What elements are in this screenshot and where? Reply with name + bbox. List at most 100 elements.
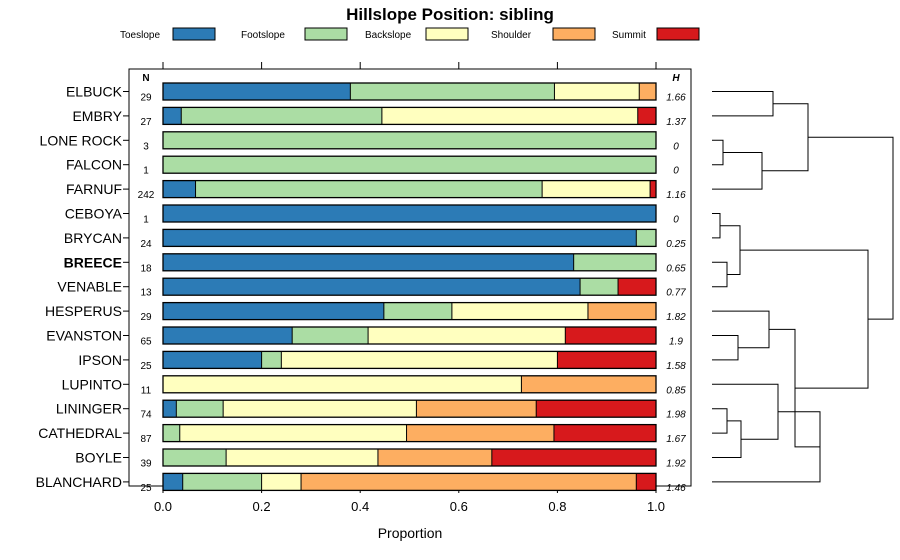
h-value-farnuf: 1.16 [666,190,686,201]
n-value-venable: 13 [140,288,152,299]
bar-segment-footslope-ipson [261,351,282,369]
dendrogram-branch [740,249,869,389]
h-value-breece: 0.65 [666,263,686,274]
bar-segment-backslope-elbuck [554,83,640,100]
dendrogram-branch [808,136,894,320]
n-value-lone-rock: 3 [143,141,149,152]
n-value-brycan: 24 [140,239,152,250]
row-label-venable: VENABLE [57,279,122,295]
n-value-embry: 27 [140,117,152,128]
bar-segment-toeslope-ipson [163,351,262,369]
bar-segment-footslope-breece [573,253,656,271]
n-value-ipson: 25 [140,361,152,372]
row-label-lone-rock: LONE ROCK [40,132,123,148]
bar-segment-toeslope-ceboya [163,205,656,222]
legend-label-footslope: Footslope [241,30,285,41]
bar-segment-toeslope-evanston [163,327,293,344]
n-value-elbuck: 29 [140,93,152,104]
bar-segment-footslope-cathedral [163,424,180,442]
bar-segment-toeslope-embry [163,107,182,125]
x-axis-title: Proportion [378,525,443,541]
bar-segment-shoulder-boyle [377,449,492,466]
bar-segment-summit-ipson [557,351,656,369]
bar-segment-toeslope-blanchard [163,473,183,491]
bar-outline-lupinto [162,375,657,394]
bar-outline-breece [162,253,657,272]
x-tick-label: 0.6 [450,499,468,514]
bar-outline-evanston [162,326,657,345]
h-value-brycan: 0.25 [666,239,686,250]
x-tick-label: 1.0 [647,499,665,514]
bar-segment-footslope-lininger [176,400,224,418]
bar-segment-backslope-lupinto [163,375,522,393]
row-label-brycan: BRYCAN [64,230,122,246]
row-label-boyle: BOYLE [75,450,122,466]
bar-outline-falcon [162,155,657,174]
bar-segment-shoulder-cathedral [406,424,554,442]
dendrogram-branch [712,152,763,190]
bar-outline-blanchard [162,472,657,492]
dendrogram-branch [712,139,724,166]
h-value-venable: 0.77 [666,288,686,299]
legend-label-backslope: Backslope [365,30,412,41]
row-label-falcon: FALCON [66,157,122,173]
bar-segment-toeslope-elbuck [163,83,351,100]
dendrogram-branch [712,383,779,440]
dendrogram-branch [762,103,809,172]
dendrogram-branch [712,261,728,288]
bar-segment-summit-farnuf [650,180,656,198]
bar-segment-summit-boyle [491,449,656,466]
bar-segment-backslope-cathedral [179,424,407,442]
bar-outline-cathedral [162,423,657,443]
bar-segment-summit-lininger [536,400,656,418]
n-value-blanchard: 25 [140,483,152,494]
bar-outline-embry [162,106,657,126]
bar-segment-backslope-evanston [368,327,566,344]
bar-outline-elbuck [162,82,657,101]
n-value-cathedral: 87 [140,434,152,445]
h-value-lone-rock: 0 [673,141,679,152]
bar-segment-footslope-lone-rock [163,131,656,149]
bar-segment-footslope-embry [181,107,382,125]
bar-segment-backslope-hesperus [451,302,588,320]
legend-swatch-shoulder [552,27,596,41]
bar-segment-footslope-boyle [163,449,227,466]
legend-swatch-summit [656,27,700,41]
bar-segment-shoulder-lininger [416,400,537,418]
legend-label-toeslope: Toeslope [120,30,160,41]
bar-segment-shoulder-blanchard [301,473,637,491]
bar-outline-farnuf [162,179,657,199]
bar-segment-toeslope-lininger [163,400,177,418]
bar-segment-shoulder-lupinto [521,375,656,393]
bar-segment-shoulder-elbuck [639,83,656,100]
h-header: H [672,73,680,84]
legend-label-shoulder: Shoulder [491,30,532,41]
bar-segment-footslope-farnuf [195,180,543,198]
row-label-lupinto: LUPINTO [62,376,123,392]
bar-segment-summit-blanchard [636,473,656,491]
h-value-embry: 1.37 [666,117,686,128]
dendrogram-branch [712,213,721,239]
h-value-blanchard: 1.46 [666,483,686,494]
bar-segment-summit-venable [618,278,656,296]
row-label-farnuf: FARNUF [66,181,122,197]
dendrogram [712,91,894,483]
dendrogram-branch [712,408,728,434]
bar-segment-summit-evanston [565,327,656,344]
x-tick-label: 0.2 [253,499,271,514]
row-label-blanchard: BLANCHARD [36,474,122,490]
bar-outline-ceboya [162,204,657,223]
h-value-lininger: 1.98 [666,410,686,421]
bar-segment-summit-cathedral [553,424,656,442]
row-label-elbuck: ELBUCK [66,84,123,100]
bar-segment-footslope-evanston [292,327,369,344]
row-label-embry: EMBRY [72,108,122,124]
bar-segment-backslope-ipson [281,351,558,369]
n-value-falcon: 1 [143,166,149,177]
bar-segment-footslope-elbuck [350,83,555,100]
plot-area: 0.0 0.2 0.4 0.6 0.8 1.0 N H ELBUCK 29 1.66 EMBRY 27 1… [36,62,692,514]
bar-segment-footslope-venable [580,278,619,296]
bar-segment-toeslope-venable [163,278,581,296]
n-value-breece: 18 [140,263,152,274]
